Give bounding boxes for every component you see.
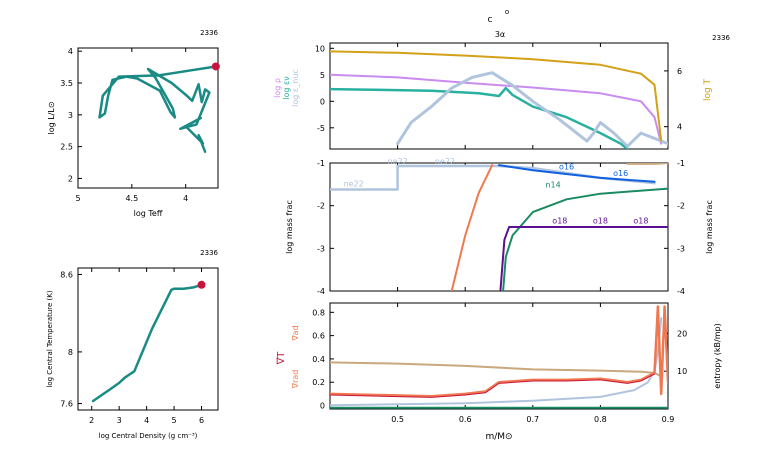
- center-current-marker: [197, 280, 206, 289]
- mid-label-o18: o18: [552, 217, 567, 226]
- profile-bottom-ylabel-ad: ∇ad: [291, 325, 300, 341]
- series-∇ad: [330, 361, 663, 378]
- profile-bottom-ytick-label: 0.4: [312, 355, 325, 364]
- series-log T: [330, 50, 663, 142]
- hr-ytick-label: 4: [68, 47, 73, 56]
- profile-bottom-ytick-right-label: 20: [677, 329, 687, 338]
- hr-ytick-label: 2.5: [60, 143, 73, 152]
- hr-xtick-label: 4: [183, 194, 188, 203]
- center-frame: [77, 267, 219, 411]
- title-line2: 3α: [495, 30, 505, 39]
- profile-mid-ytick-label: -4: [317, 287, 325, 296]
- series-log εν: [330, 86, 629, 149]
- center-ytick-label: 8: [68, 348, 73, 357]
- profile-bottom-ytick-label: 0.8: [312, 308, 325, 317]
- profile-bottom-xtick-label: 0.5: [391, 415, 404, 424]
- center-ylabel: log Central Temperature (K): [46, 290, 54, 387]
- center-ytick-label: 8.6: [60, 270, 73, 279]
- mid-label-o16: o16: [613, 169, 628, 178]
- profile-bottom-ylabel-T: ∇T: [276, 351, 287, 366]
- mid-label-o18: o18: [633, 217, 648, 226]
- profile-bottom-xlabel: m/M⊙: [485, 432, 512, 442]
- center-xtick-label: 4: [144, 416, 149, 425]
- hr-model-number: 2336: [200, 29, 218, 37]
- profile-bottom-xtick-label: 0.8: [594, 415, 607, 424]
- profile-top-ytick-label: -5: [317, 124, 325, 133]
- profile-model-number: 2336: [712, 34, 730, 42]
- hr-ytick-label: 2: [68, 174, 73, 183]
- hr-ylabel: log L/L⊙: [47, 101, 56, 134]
- series-entropy: [330, 317, 663, 407]
- profile-mid-ytick-label: -1: [317, 159, 325, 168]
- series-o16: [498, 164, 656, 183]
- profile-top-frame: [329, 42, 669, 150]
- profile-bottom-y2label: entropy (kB/mp): [713, 323, 722, 388]
- series-c12: [450, 164, 494, 291]
- hr-ytick-label: 3: [68, 111, 73, 120]
- center-xtick-label: 3: [117, 416, 122, 425]
- profile-bottom-ytick-label: 0.2: [312, 378, 325, 387]
- profile-top-ytick-label: 0: [320, 97, 325, 106]
- profile-bottom-ytick-right-label: 10: [677, 367, 687, 376]
- series-log ρ: [330, 73, 663, 145]
- profile-mid-ytick-label: -3: [317, 244, 325, 253]
- center-ytick-label: 7.6: [60, 400, 73, 409]
- mid-label-ne22: ne22: [435, 157, 455, 166]
- hr-xlabel: log Teff: [134, 209, 163, 218]
- profile-top-ytick-label: 5: [320, 71, 325, 80]
- mid-label-ne22: ne22: [388, 157, 408, 166]
- series-∇T: [330, 373, 655, 398]
- mid-label-n14: n14: [545, 181, 560, 190]
- profile-top-ylabel-2: log ε_nuc: [291, 69, 300, 107]
- profile-mid-ytick-right-label: -2: [677, 202, 685, 211]
- profile-mid-ytick-right-label: -4: [677, 287, 685, 296]
- profile-top-ylabel-1: log εν: [282, 76, 291, 100]
- profile-top-ylabel-0: log ρ: [273, 78, 282, 98]
- title-line1: c: [488, 15, 493, 25]
- series-n14: [502, 187, 668, 291]
- series-log ε_nuc: [396, 71, 668, 148]
- profile-top-ytick-right-label: 6: [677, 67, 682, 76]
- profile-bottom-ylabel-rad: ∇rad: [291, 370, 300, 390]
- hr-xtick-label: 5: [75, 194, 80, 203]
- title-line1-sup: o: [505, 8, 509, 16]
- center-model-number: 2336: [200, 249, 218, 257]
- series-∇rad: [330, 305, 668, 398]
- hr-frame: [77, 47, 219, 189]
- center-xlabel: log Central Density (g cm⁻³): [99, 432, 198, 440]
- center-xtick-label: 6: [199, 416, 204, 425]
- profile-mid-ytick-right-label: -1: [677, 159, 685, 168]
- series-o18: [499, 226, 668, 291]
- series-he4: [626, 163, 668, 165]
- hr-current-marker: [211, 62, 220, 71]
- mid-label-o18: o18: [593, 217, 608, 226]
- profile-bottom-xtick-label: 0.7: [526, 415, 539, 424]
- mid-label-ne22: ne22: [344, 179, 364, 188]
- profile-bottom-xtick-label: 0.9: [662, 415, 675, 424]
- mid-label-o16: o16: [559, 162, 574, 171]
- profile-top-ytick-label: 10: [315, 44, 325, 53]
- profile-mid-ylabel: log mass frac: [285, 200, 294, 254]
- hr-xtick-label: 4.5: [125, 194, 138, 203]
- profile-bottom-xtick-label: 0.6: [459, 415, 472, 424]
- center-xtick-label: 2: [89, 416, 94, 425]
- profile-bottom-ytick-label: 0: [320, 402, 325, 411]
- hr-track: [98, 65, 218, 153]
- hr-ytick-label: 3.5: [60, 79, 73, 88]
- profile-bottom-ytick-label: 0.6: [312, 332, 325, 341]
- profile-mid-ytick-right-label: -3: [677, 244, 685, 253]
- profile-mid-ytick-label: -2: [317, 202, 325, 211]
- center-track: [91, 283, 203, 403]
- profile-top-ytick-right-label: 4: [677, 123, 682, 132]
- profile-top-y2label: log T: [703, 78, 713, 101]
- profile-mid-y2label: log mass frac: [705, 200, 714, 254]
- center-xtick-label: 5: [172, 416, 177, 425]
